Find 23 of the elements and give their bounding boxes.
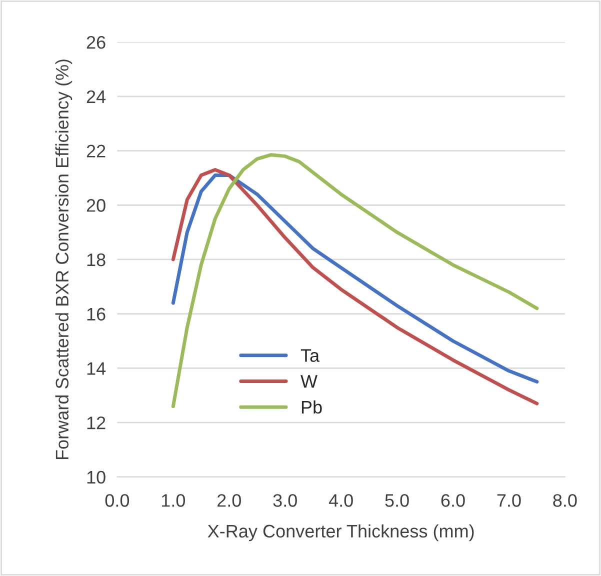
y-tick-label: 24 <box>86 90 106 103</box>
legend-label: Ta <box>300 349 320 362</box>
x-tick-label: 1.0 <box>162 494 186 507</box>
y-tick-label: 20 <box>86 199 106 212</box>
x-tick-label: 3.0 <box>273 494 297 507</box>
legend-label: Pb <box>302 400 322 414</box>
y-tick-label: 10 <box>87 470 106 484</box>
y-tick-label: 16 <box>87 308 106 321</box>
y-tick-label: 26 <box>86 36 106 49</box>
y-axis-title: Forward Scattered BXR Conversion Efficiency (%) <box>55 60 72 460</box>
x-tick-label: 7.0 <box>497 494 521 507</box>
legend-label: W <box>300 375 318 388</box>
x-axis-title: X-Ray Converter Thickness (mm) <box>208 524 474 542</box>
x-tick-label: 8.0 <box>553 494 577 507</box>
y-tick-label: 22 <box>86 144 106 158</box>
x-tick-label: 6.0 <box>441 494 465 507</box>
y-tick-label: 14 <box>87 362 106 375</box>
y-tick-label: 18 <box>87 253 106 266</box>
y-tick-label: 12 <box>87 416 106 430</box>
x-tick-label: 2.0 <box>217 494 241 507</box>
x-tick-label: 5.0 <box>385 494 409 507</box>
x-tick-label: 0.0 <box>105 494 130 507</box>
x-tick-label: 4.0 <box>328 494 353 507</box>
